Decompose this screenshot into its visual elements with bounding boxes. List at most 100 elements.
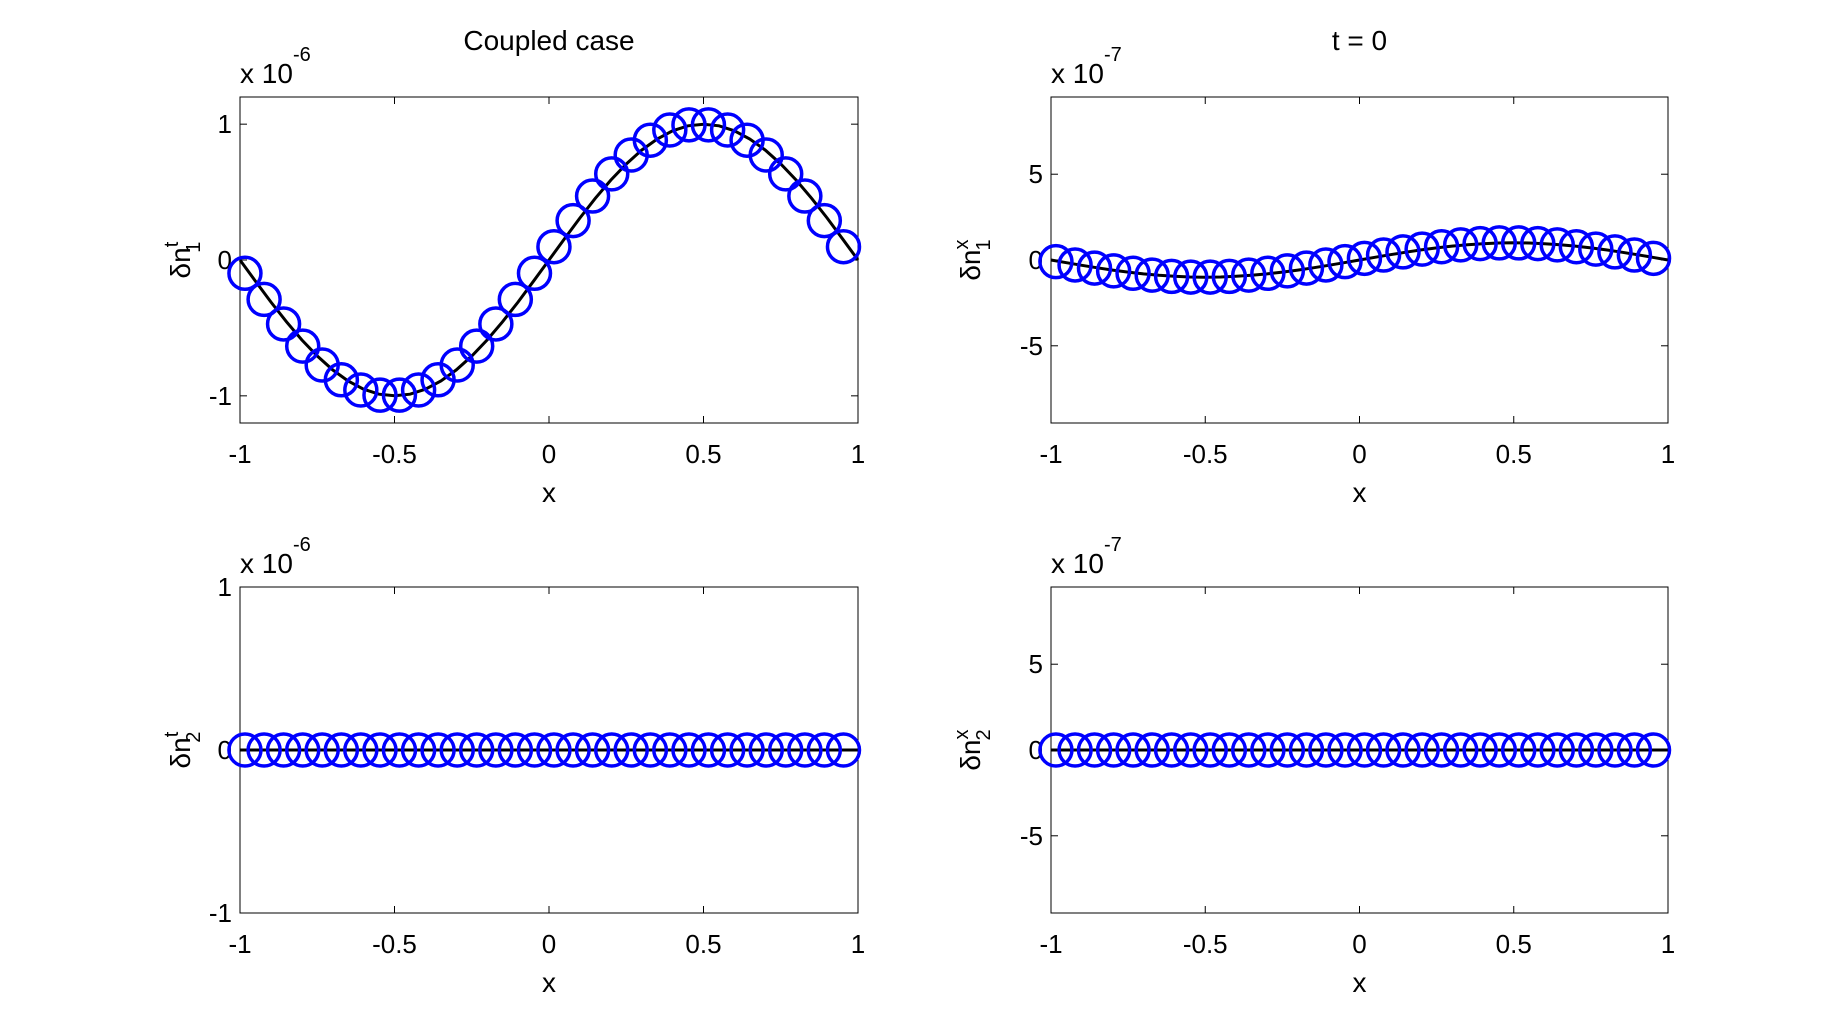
data-point xyxy=(1616,732,1653,768)
data-point xyxy=(1211,258,1248,295)
data-point xyxy=(458,328,495,364)
data-point xyxy=(1346,240,1383,277)
x-tick-label: -1 xyxy=(1039,439,1062,469)
data-point xyxy=(1076,732,1113,768)
x-tick-label: 0.5 xyxy=(685,929,721,959)
data-point xyxy=(1288,250,1325,286)
y-tick-label: 0 xyxy=(1029,735,1043,765)
y-tick-label: 1 xyxy=(218,572,232,602)
data-point xyxy=(1500,225,1537,261)
exponent-label: x 10-7 xyxy=(1051,534,1122,579)
data-point xyxy=(284,328,321,364)
data-point xyxy=(1173,732,1209,768)
data-point xyxy=(574,732,611,768)
data-point xyxy=(265,306,302,342)
data-point xyxy=(1385,234,1421,270)
data-point xyxy=(767,732,804,768)
data-point xyxy=(671,107,707,143)
data-point xyxy=(1442,732,1479,768)
data-point xyxy=(1115,732,1151,768)
data-point xyxy=(1057,247,1093,283)
data-point xyxy=(1192,732,1228,768)
data-point xyxy=(497,281,534,318)
data-point xyxy=(1423,228,1460,265)
data-point xyxy=(323,362,360,398)
x-tick-label: -0.5 xyxy=(1183,929,1228,959)
data-point xyxy=(748,137,784,173)
data-point xyxy=(1308,732,1344,768)
data-point xyxy=(1597,732,1633,768)
data-point xyxy=(652,732,688,768)
data-point xyxy=(439,347,475,383)
data-point xyxy=(1115,255,1151,292)
data-point xyxy=(1558,228,1595,265)
data-point xyxy=(574,178,611,214)
y-tick-label: 0 xyxy=(218,735,232,765)
data-point xyxy=(1500,732,1537,768)
data-point xyxy=(555,732,591,768)
data-point xyxy=(246,281,282,318)
data-point xyxy=(400,732,437,768)
y-axis-label: δnx1 xyxy=(951,239,995,280)
data-point xyxy=(1038,243,1074,280)
x-tick-label: 1 xyxy=(1661,929,1675,959)
data-point xyxy=(1250,255,1286,292)
y-tick-label: -1 xyxy=(209,381,232,411)
x-tick-label: -1 xyxy=(228,439,251,469)
subplot-title: t = 0 xyxy=(1332,25,1387,56)
y-axis-label: δnt2 xyxy=(161,731,205,768)
x-axis-label: x xyxy=(1353,967,1367,998)
x-tick-label: 1 xyxy=(851,929,865,959)
data-point xyxy=(1288,732,1325,768)
x-tick-label: 0.5 xyxy=(685,439,721,469)
data-point xyxy=(825,228,862,265)
y-tick-label: 5 xyxy=(1029,649,1043,679)
data-point xyxy=(458,732,495,768)
data-point xyxy=(420,732,456,768)
data-point xyxy=(1385,732,1421,768)
data-point xyxy=(478,732,514,768)
x-tick-label: 0 xyxy=(542,929,556,959)
data-point xyxy=(1462,732,1498,768)
data-point xyxy=(1192,259,1228,295)
data-point xyxy=(304,732,340,768)
data-point xyxy=(1153,258,1190,295)
data-point xyxy=(709,732,746,768)
subplot-4: -1 -0.5 0 0.5 1 -5 0 5 x δnx2 x 10-7 xyxy=(951,534,1675,998)
data-point xyxy=(806,732,843,768)
x-tick-label: 1 xyxy=(851,439,865,469)
data-point xyxy=(1308,247,1344,283)
data-point xyxy=(690,107,727,143)
data-point xyxy=(381,377,418,413)
x-tick-label: 0 xyxy=(542,439,556,469)
data-point xyxy=(709,112,746,148)
data-point xyxy=(1404,732,1440,768)
data-point xyxy=(1481,225,1518,261)
data-point xyxy=(1173,259,1209,295)
data-point xyxy=(536,732,572,768)
data-point xyxy=(632,122,669,158)
data-point xyxy=(1346,732,1383,768)
data-point xyxy=(1365,732,1402,768)
data-point xyxy=(613,732,649,768)
data-point xyxy=(1269,732,1306,768)
data-point xyxy=(1230,257,1267,293)
x-tick-label: 0 xyxy=(1352,929,1366,959)
x-tick-label: -1 xyxy=(1039,929,1062,959)
data-point xyxy=(1230,732,1267,768)
y-tick-label: 1 xyxy=(218,109,232,139)
data-point xyxy=(1616,237,1653,273)
data-point xyxy=(1578,732,1614,768)
data-point xyxy=(632,732,669,768)
y-tick-label: -5 xyxy=(1020,331,1043,361)
data-point xyxy=(1327,732,1363,768)
y-axis-label: δnx2 xyxy=(951,729,995,770)
data-point xyxy=(1153,732,1190,768)
data-point xyxy=(1578,231,1614,267)
data-point xyxy=(265,732,302,768)
x-tick-label: 0.5 xyxy=(1496,929,1532,959)
exponent-label: x 10-6 xyxy=(240,534,311,579)
data-point xyxy=(690,732,727,768)
data-point xyxy=(381,732,418,768)
data-point xyxy=(323,732,360,768)
